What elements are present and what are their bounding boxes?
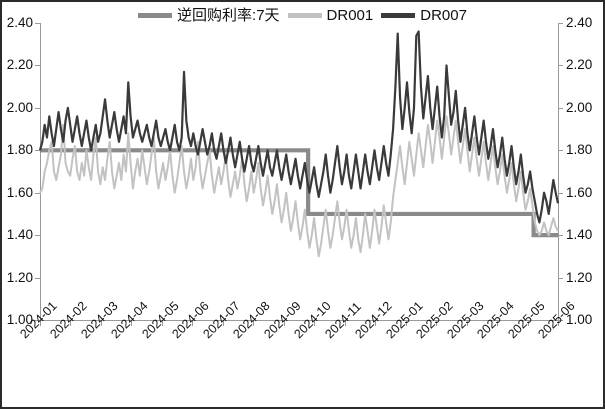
y-axis-right-tick-label: 1.60	[566, 184, 593, 200]
page-border-bottom	[0, 407, 605, 409]
page-border-top	[0, 0, 605, 2]
x-axis-tick	[283, 320, 285, 326]
x-axis-tick	[497, 320, 499, 326]
x-axis-tick	[375, 320, 377, 326]
legend-label: 逆回购利率:7天	[177, 6, 280, 24]
x-axis-tick	[466, 320, 468, 326]
x-axis-tick	[40, 320, 41, 326]
x-axis-tick	[436, 320, 438, 326]
x-axis-tick	[253, 320, 255, 326]
legend-entry-reverse-repo-rate-7d[interactable]: 逆回购利率:7天	[138, 8, 280, 23]
y-axis-right-tick	[558, 150, 563, 152]
y-axis-right-tick	[558, 107, 563, 109]
page-border-right	[603, 0, 605, 409]
legend-label: DR001	[326, 6, 374, 24]
series-line-dr001	[39, 115, 559, 258]
line-swatch-icon	[287, 12, 322, 18]
y-axis-left-tick-label: 1.20	[6, 269, 33, 285]
y-axis-right-tick	[558, 277, 563, 279]
y-axis-left-tick-label: 2.00	[6, 99, 33, 115]
y-axis-left-tick	[35, 320, 40, 321]
x-axis-tick	[222, 320, 224, 326]
y-axis-left-tick	[35, 192, 40, 194]
x-axis-tick	[558, 320, 559, 326]
y-axis-left-tick-label: 2.20	[6, 57, 33, 73]
x-axis-tick	[344, 320, 346, 326]
y-axis-left-tick	[35, 150, 40, 152]
y-axis-right-tick	[558, 235, 563, 237]
y-axis-right-tick	[558, 65, 563, 67]
x-axis-tick	[314, 320, 316, 326]
x-axis-tick	[192, 320, 194, 326]
series-line-reverse-repo-rate-7d	[40, 148, 558, 238]
x-axis-tick	[527, 320, 529, 326]
y-axis-left-tick	[35, 107, 40, 109]
y-axis-right-tick	[558, 192, 563, 194]
y-axis-left-tick	[35, 65, 40, 67]
y-axis-left-tick	[35, 23, 40, 24]
y-axis-left-tick-label: 2.40	[6, 15, 33, 30]
y-axis-left-tick-label: 1.80	[6, 142, 33, 158]
y-axis-left-tick-label: 1.40	[6, 227, 33, 243]
y-axis-right-tick-label: 1.80	[566, 142, 593, 158]
y-axis-left-tick-label: 1.60	[6, 184, 33, 200]
legend-entry-dr007[interactable]: DR007	[381, 8, 467, 23]
y-axis-right-tick-label: 1.40	[566, 227, 593, 243]
plot-axis-left-line	[40, 23, 41, 321]
y-axis-right-tick-label: 2.20	[566, 57, 593, 73]
y-axis-right-tick-label: 1.20	[566, 269, 593, 285]
page-border-left	[0, 0, 2, 409]
y-axis-left-tick-label: 1.00	[6, 312, 33, 327]
x-axis-tick	[70, 320, 72, 326]
line-swatch-icon	[381, 12, 416, 18]
plot-axis-right-line	[558, 23, 559, 321]
legend-entry-dr001[interactable]: DR001	[287, 6, 374, 24]
y-axis-left-tick	[35, 235, 40, 237]
y-axis-right-tick	[558, 320, 563, 321]
legend-label: DR007	[420, 6, 467, 24]
chart-legend: 逆回购利率:7天 DR001 DR007	[0, 4, 605, 26]
x-axis-tick	[131, 320, 133, 326]
y-axis-right-tick-label: 2.00	[566, 99, 593, 115]
x-axis-tick	[405, 320, 407, 326]
plot-axis-bottom-line	[40, 320, 559, 321]
y-axis-left-tick	[35, 277, 40, 279]
y-axis-right-tick-label: 1.00	[566, 312, 593, 327]
x-axis-tick	[161, 320, 163, 326]
line-swatch-icon	[138, 12, 173, 18]
x-axis-tick	[100, 320, 102, 326]
y-axis-right-tick	[558, 23, 563, 24]
y-axis-right-tick-label: 2.40	[566, 15, 593, 30]
series-line-dr007	[38, 30, 560, 224]
